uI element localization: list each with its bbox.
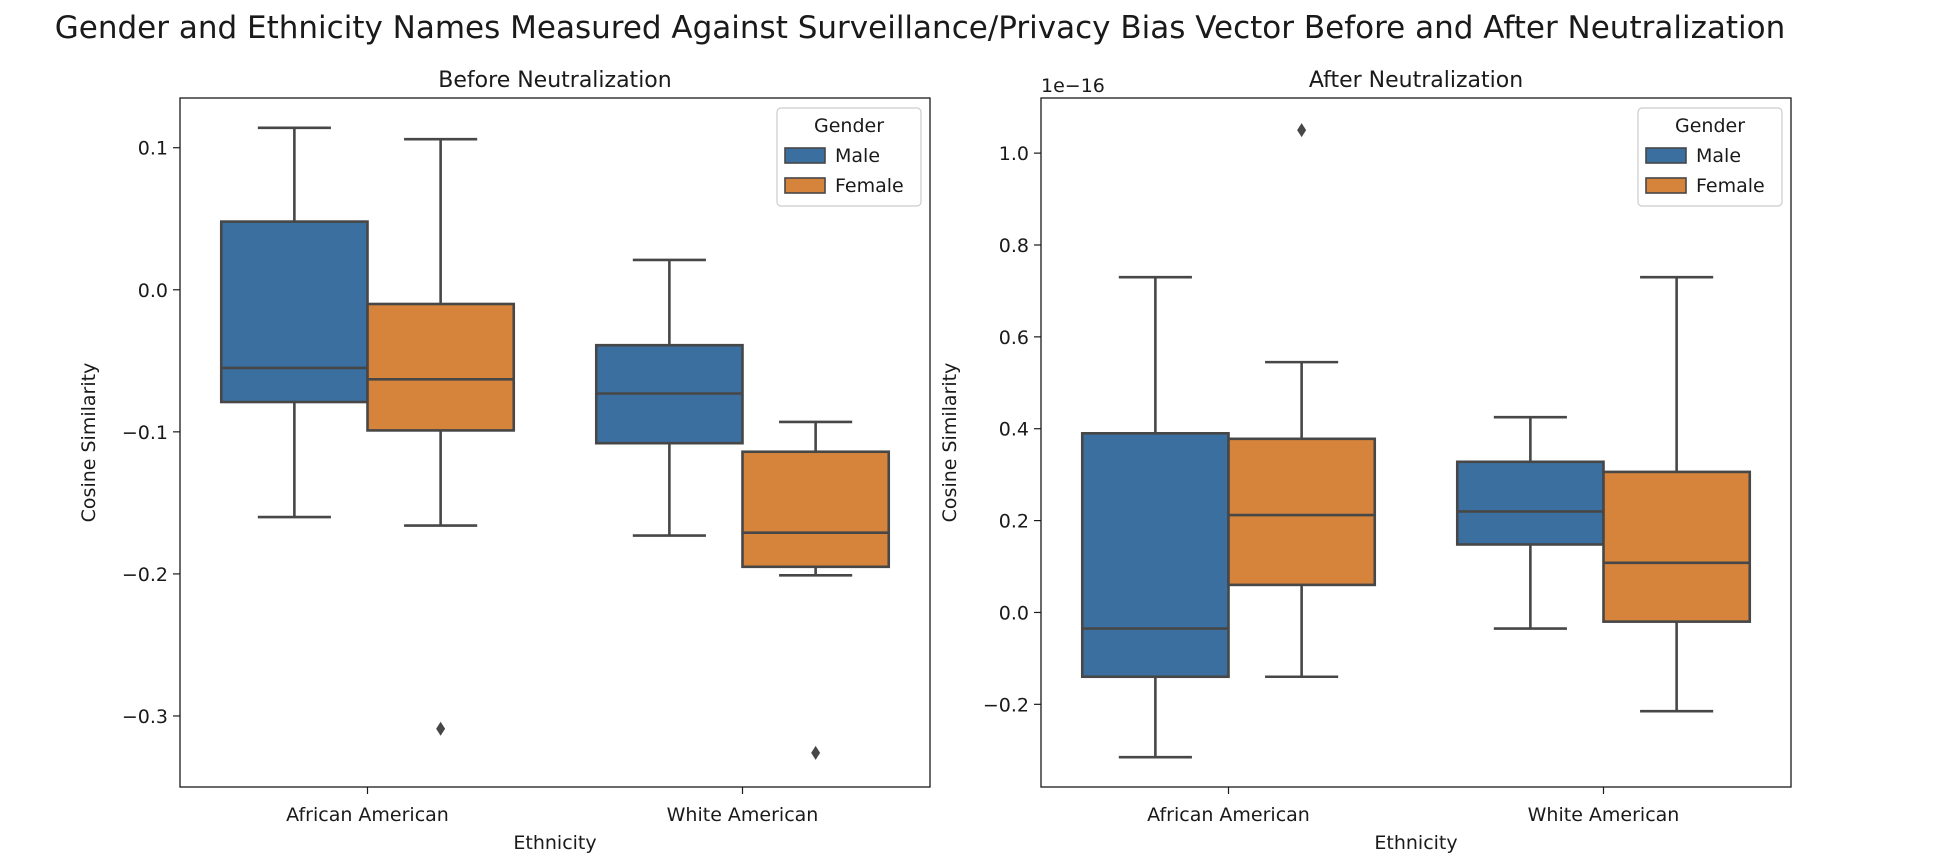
subplot-after: After Neutralization −0.2 0.0 0.2 0.4 0.6 0.8 1… bbox=[939, 68, 1792, 854]
y-offset-label: 1e−16 bbox=[1041, 75, 1105, 97]
legend-swatch-female bbox=[784, 177, 826, 194]
x-axis-label: Ethnicity bbox=[1374, 832, 1457, 854]
iqr-box bbox=[1227, 437, 1377, 587]
y-tick-label: −0.2 bbox=[122, 564, 168, 586]
iqr-box bbox=[741, 450, 891, 569]
iqr-box bbox=[1080, 432, 1230, 679]
box-male-white-american bbox=[594, 258, 744, 537]
box-female-african-american bbox=[366, 137, 516, 736]
x-tick-label: White American bbox=[1528, 804, 1680, 826]
legend-label-male: Male bbox=[835, 145, 880, 167]
y-tick-label: 0.8 bbox=[999, 235, 1029, 257]
legend-title: Gender bbox=[1675, 115, 1745, 137]
legend: Gender Male Female bbox=[1637, 107, 1783, 207]
legend-swatch-male bbox=[784, 147, 826, 164]
iqr-box bbox=[1455, 460, 1605, 546]
legend-label-female: Female bbox=[835, 175, 904, 197]
outlier-point bbox=[436, 721, 446, 736]
legend-label-female: Female bbox=[1696, 175, 1765, 197]
y-tick-label: −0.2 bbox=[983, 694, 1029, 716]
iqr-box bbox=[1602, 470, 1752, 623]
box-male-african-american bbox=[1080, 275, 1230, 759]
y-tick-label: −0.3 bbox=[122, 706, 168, 728]
x-axis-label: Ethnicity bbox=[513, 832, 596, 854]
y-tick-label: 0.4 bbox=[999, 419, 1029, 441]
y-axis-label: Cosine Similarity bbox=[78, 363, 100, 523]
legend-swatch-male bbox=[1645, 147, 1687, 164]
y-tick-label: 0.6 bbox=[999, 327, 1029, 349]
iqr-box bbox=[366, 302, 516, 432]
y-tick-label: 0.2 bbox=[999, 511, 1029, 533]
x-tick-label: White American bbox=[667, 804, 819, 826]
y-tick-label: 0.0 bbox=[138, 280, 168, 302]
subplot-before: Before Neutralization −0.3 −0.2 −0.1 0.0 0.1 C… bbox=[78, 68, 931, 854]
box-female-white-american bbox=[1602, 275, 1752, 713]
box-female-african-american bbox=[1227, 123, 1377, 679]
y-tick-label: −0.1 bbox=[122, 422, 168, 444]
x-tick-label: African American bbox=[1147, 804, 1310, 826]
legend-swatch-female bbox=[1645, 177, 1687, 194]
legend-label-male: Male bbox=[1696, 145, 1741, 167]
subplot-title: After Neutralization bbox=[1309, 68, 1523, 93]
legend: Gender Male Female bbox=[776, 107, 922, 207]
figure-title: Gender and Ethnicity Names Measured Agai… bbox=[54, 10, 1786, 46]
y-tick-label: 0.1 bbox=[138, 138, 168, 160]
subplot-title: Before Neutralization bbox=[438, 68, 671, 93]
y-axis-label: Cosine Similarity bbox=[939, 363, 961, 523]
plot-frame bbox=[179, 97, 931, 788]
plot-frame bbox=[1040, 97, 1792, 788]
box-female-white-american bbox=[741, 420, 891, 760]
box-male-white-american bbox=[1455, 415, 1605, 630]
box-male-african-american bbox=[219, 126, 369, 519]
legend-title: Gender bbox=[814, 115, 884, 137]
x-tick-label: African American bbox=[286, 804, 449, 826]
outlier-point bbox=[1297, 123, 1307, 138]
iqr-box bbox=[219, 220, 369, 404]
outlier-point bbox=[811, 745, 821, 760]
y-tick-label: 1.0 bbox=[999, 143, 1029, 165]
y-tick-label: 0.0 bbox=[999, 602, 1029, 624]
